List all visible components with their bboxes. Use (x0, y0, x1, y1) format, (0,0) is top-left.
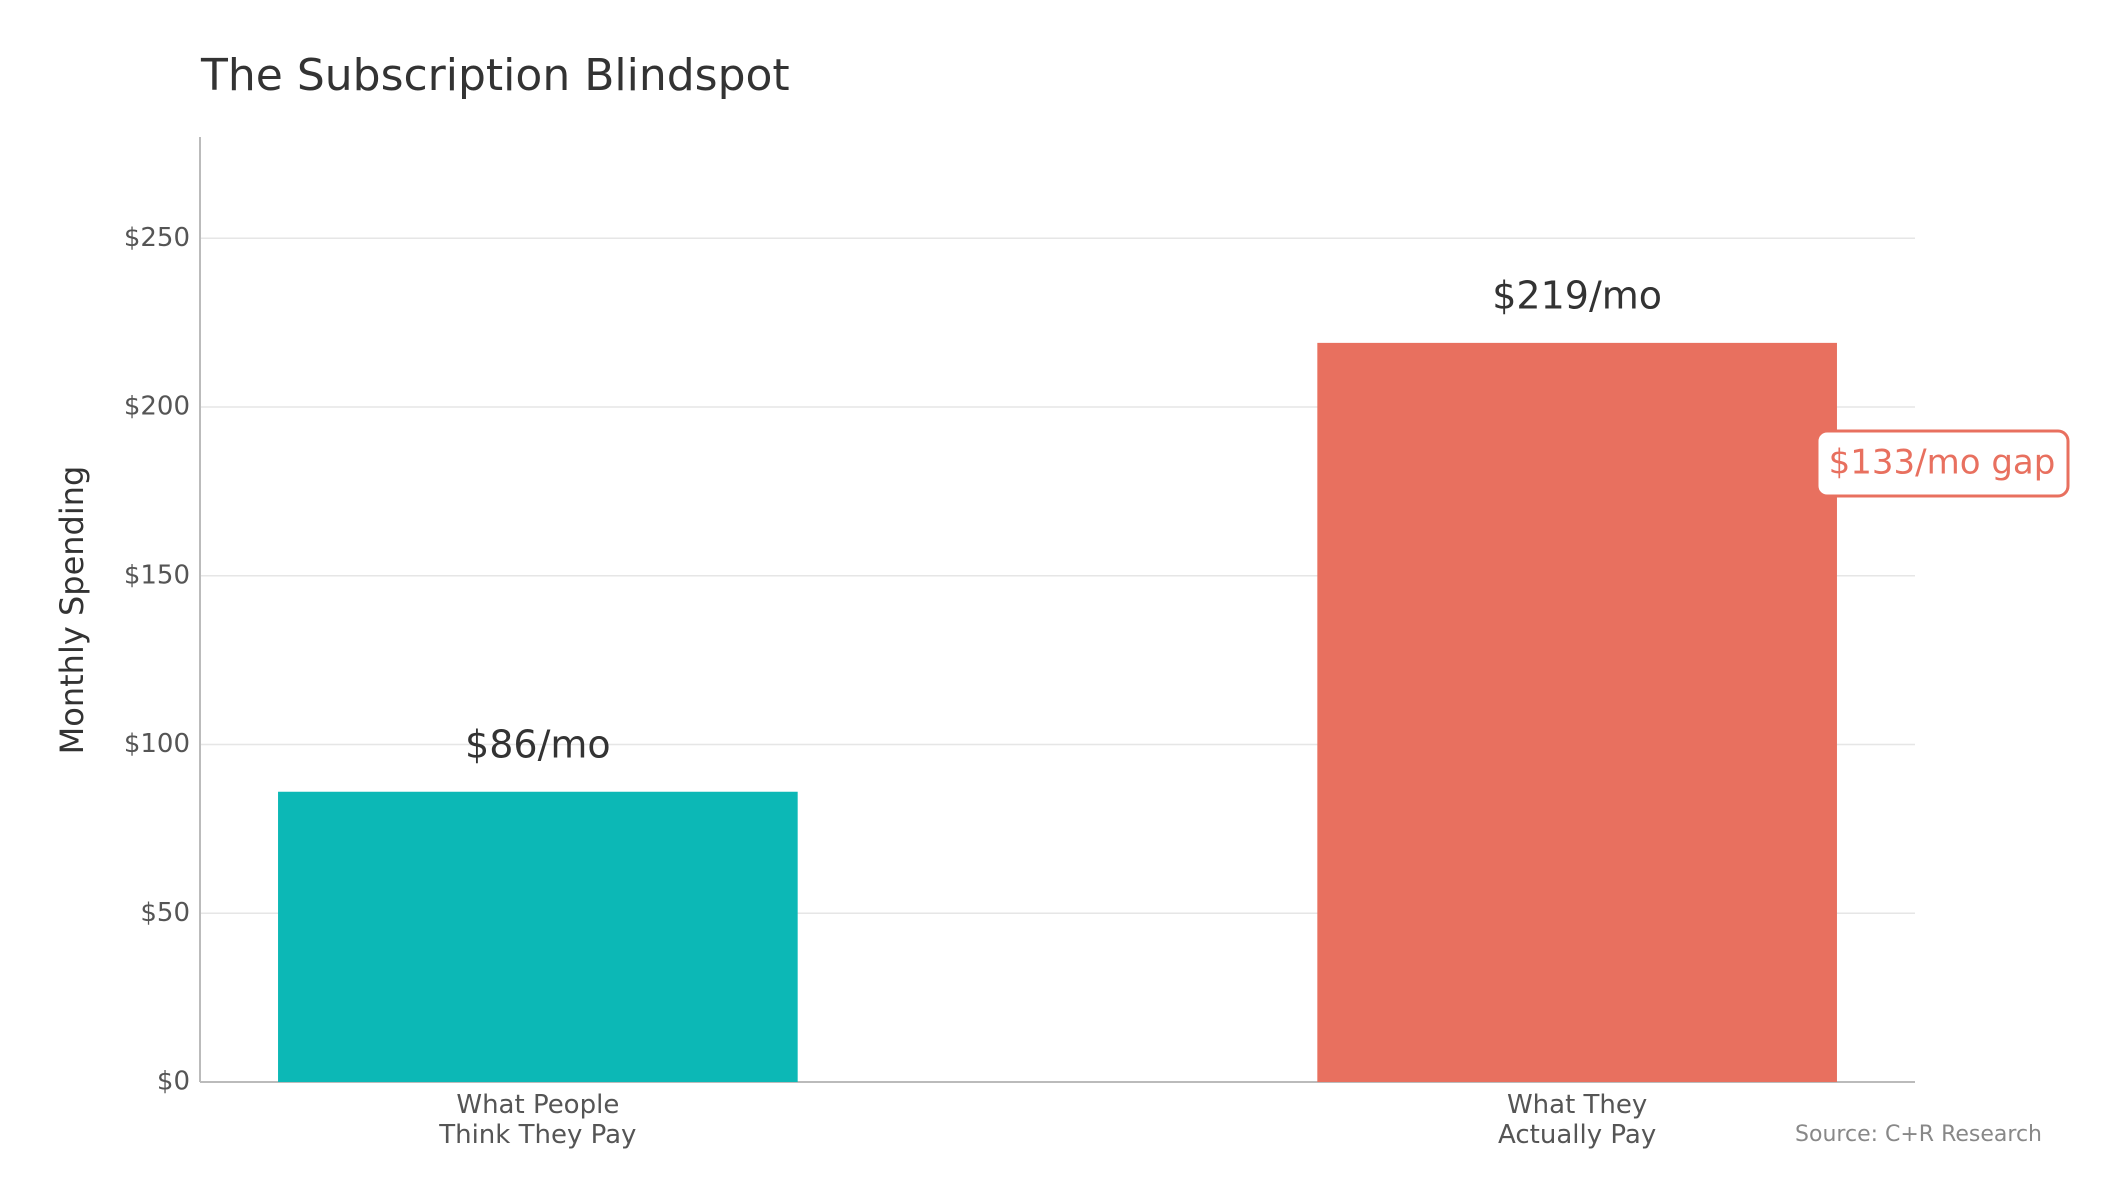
y-tick-label: $50 (140, 898, 190, 928)
value-label: $219/mo (1492, 273, 1662, 317)
annotation-box (1815, 429, 2070, 498)
y-tick-label: $0 (157, 1067, 190, 1097)
bar (1317, 342, 1837, 1082)
value-label: $86/mo (465, 722, 611, 766)
y-tick-label: $150 (124, 560, 190, 590)
y-tick-label: $200 (124, 392, 190, 422)
bar (278, 791, 798, 1082)
chart-title: The Subscription Blindspot (200, 50, 790, 101)
x-tick-label: What People Think They Pay (439, 1090, 637, 1150)
x-tick-label: What They Actually Pay (1498, 1090, 1657, 1150)
source: Source: C+R Research (1795, 1122, 2042, 1147)
y-axis-label: Monthly Spending (53, 466, 91, 755)
annotation: $133/mo gap (1829, 443, 2056, 483)
y-tick-label: $250 (124, 223, 190, 253)
y-tick-label: $100 (124, 729, 190, 759)
